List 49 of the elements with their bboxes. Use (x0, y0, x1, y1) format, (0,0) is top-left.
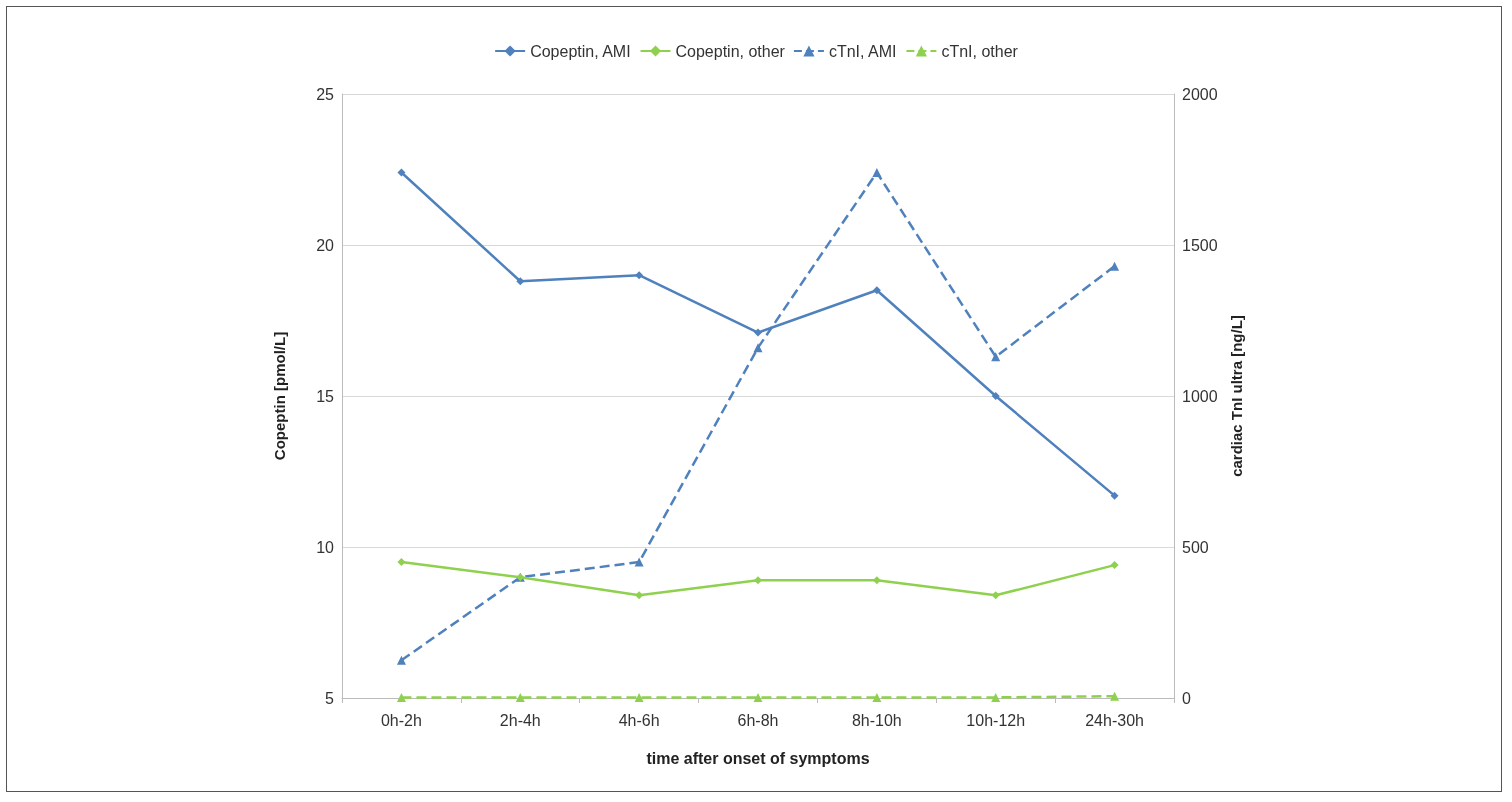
point (515, 692, 525, 702)
x-tick-label: 2h-4h (499, 711, 541, 729)
point (397, 558, 406, 567)
point (872, 692, 882, 702)
point (872, 168, 882, 178)
y-tick-label: 25 (316, 85, 335, 103)
point (754, 576, 762, 585)
point (753, 343, 763, 353)
point (991, 392, 1000, 400)
point (1110, 691, 1120, 701)
x-tick-label: 8h-10h (851, 711, 902, 729)
x-tick-label: 0h-2h (380, 711, 422, 729)
point (634, 557, 644, 567)
y2-tick-label: 500 (1182, 538, 1209, 556)
legend-label: Copeptin, AMI (530, 42, 631, 60)
point (635, 591, 644, 600)
y-axis-title: Copeptin [pmol/L] (271, 331, 288, 461)
point (634, 692, 644, 702)
y-tick-label: 15 (316, 387, 335, 405)
point (754, 328, 762, 337)
point (872, 576, 881, 585)
point (872, 286, 881, 295)
legend-label: Copeptin, other (675, 42, 786, 60)
point (991, 591, 1000, 600)
y-tick-label: 5 (325, 689, 335, 707)
x-tick-label: 24h-30h (1085, 711, 1144, 729)
point (1110, 561, 1119, 570)
y2-tick-label: 0 (1182, 689, 1191, 707)
point (1110, 261, 1120, 271)
point (991, 692, 1001, 702)
y-tick-label: 20 (316, 236, 335, 254)
point (396, 655, 406, 665)
point (1110, 491, 1119, 500)
y2-tick-label: 1500 (1182, 236, 1218, 254)
legend-label: cTnI, AMI (828, 42, 897, 60)
x-tick-label: 4h-6h (618, 711, 660, 729)
y2-tick-label: 2000 (1182, 85, 1218, 103)
point (397, 168, 406, 177)
point (516, 277, 525, 286)
y-tick-label: 10 (316, 538, 335, 556)
point (753, 692, 763, 702)
y2-tick-label: 1000 (1182, 387, 1218, 405)
x-tick-label: 10h-12h (966, 711, 1026, 729)
x-axis-title: time after onset of symptoms (646, 749, 870, 767)
x-tick-label: 6h-8h (737, 711, 779, 729)
y2-axis-title: cardiac TnI ultra [ng/L] (1228, 315, 1245, 477)
legend-label: cTnI, other (941, 42, 1019, 60)
point (635, 271, 644, 280)
point (396, 692, 406, 702)
